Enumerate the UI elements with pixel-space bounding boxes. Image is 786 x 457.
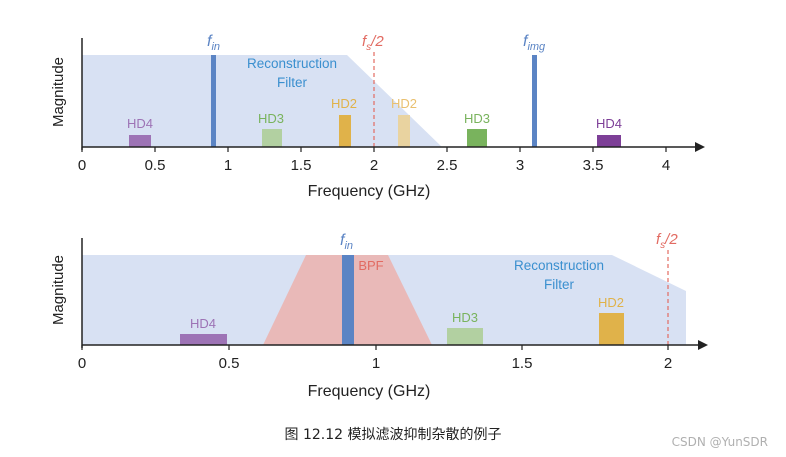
bottom-bpf-label: BPF bbox=[358, 258, 383, 273]
bottom-fin-label: fin bbox=[340, 232, 353, 252]
bottom-y-axis-label: Magnitude bbox=[50, 255, 67, 325]
top-filter-label-line1: Reconstruction bbox=[247, 56, 337, 71]
top-hd4-label-left: HD4 bbox=[127, 116, 153, 131]
top-hd3-label-right: HD3 bbox=[464, 111, 490, 126]
top-tick-label: 1 bbox=[224, 157, 232, 174]
bottom-x-ticks bbox=[81, 345, 669, 350]
top-hd2-label-left: HD2 bbox=[331, 96, 357, 111]
top-tick-label: 3.5 bbox=[583, 157, 604, 174]
top-tick-label: 2 bbox=[370, 157, 378, 174]
top-hd3-bar-right bbox=[467, 129, 487, 147]
bottom-tick-label: 2 bbox=[664, 355, 672, 372]
top-hd2-bar-right bbox=[398, 115, 410, 147]
top-hd4-bar-left bbox=[129, 135, 151, 147]
top-fimg-tone bbox=[532, 55, 537, 147]
top-filter-label-line2: Filter bbox=[277, 75, 308, 90]
bottom-filter-label-line2: Filter bbox=[544, 277, 575, 292]
top-x-axis-label: Frequency (GHz) bbox=[308, 183, 431, 200]
top-tick-label: 0 bbox=[78, 157, 86, 174]
bottom-tick-label: 0.5 bbox=[219, 355, 240, 372]
top-fin-label: fin bbox=[207, 33, 220, 53]
top-tick-label: 3 bbox=[516, 157, 524, 174]
top-reconstruction-filter-region bbox=[82, 55, 442, 147]
bottom-hd2-label: HD2 bbox=[598, 295, 624, 310]
bottom-tick-label: 0 bbox=[78, 355, 86, 372]
top-hd2-bar-left bbox=[339, 115, 351, 147]
bottom-filter-label: Reconstruction Filter bbox=[514, 258, 604, 292]
top-panel: 0 0.5 1 1.5 2 2.5 3 3.5 4 Frequency (GHz… bbox=[50, 33, 705, 200]
top-y-axis-label: Magnitude bbox=[50, 57, 67, 127]
top-hd2-label-right: HD2 bbox=[391, 96, 417, 111]
bottom-hd3-bar bbox=[447, 328, 483, 345]
bottom-fs-half-label: fs/2 bbox=[656, 231, 678, 251]
top-tick-labels: 0 0.5 1 1.5 2 2.5 3 3.5 4 bbox=[78, 157, 670, 174]
top-tick-label: 0.5 bbox=[145, 157, 166, 174]
top-tick-label: 1.5 bbox=[291, 157, 312, 174]
top-x-ticks bbox=[81, 147, 667, 152]
bottom-tick-label: 1 bbox=[372, 355, 380, 372]
bottom-hd2-bar bbox=[599, 313, 624, 345]
top-tick-label: 4 bbox=[662, 157, 670, 174]
bottom-filter-label-line1: Reconstruction bbox=[514, 258, 604, 273]
top-x-axis-arrow bbox=[695, 142, 705, 152]
bottom-tick-labels: 0 0.5 1 1.5 2 bbox=[78, 355, 672, 372]
top-filter-label: Reconstruction Filter bbox=[247, 56, 337, 90]
top-hd4-label-right: HD4 bbox=[596, 116, 622, 131]
top-harmonic-labels: HD4 HD3 HD2 HD2 HD3 HD4 bbox=[127, 96, 622, 131]
watermark: CSDN @YunSDR bbox=[671, 435, 768, 449]
bottom-panel: 0 0.5 1 1.5 2 Frequency (GHz) Magnitude … bbox=[50, 231, 708, 400]
top-fs-half-label: fs/2 bbox=[362, 33, 384, 53]
top-hd3-bar-left bbox=[262, 129, 282, 147]
top-hd4-bar-right bbox=[597, 135, 621, 147]
bottom-hd4-label: HD4 bbox=[190, 316, 216, 331]
top-tick-label: 2.5 bbox=[437, 157, 458, 174]
bottom-hd3-label: HD3 bbox=[452, 310, 478, 325]
bottom-harmonic-labels: HD4 HD3 HD2 bbox=[190, 295, 624, 331]
bottom-x-axis-arrow bbox=[698, 340, 708, 350]
figure-caption: 图 12.12 模拟滤波抑制杂散的例子 bbox=[284, 427, 502, 443]
bottom-fin-tone bbox=[342, 255, 354, 345]
top-fimg-label: fimg bbox=[523, 33, 546, 53]
bottom-x-axis-label: Frequency (GHz) bbox=[308, 383, 431, 400]
top-fin-tone bbox=[211, 55, 216, 147]
bottom-hd4-bar bbox=[180, 334, 227, 345]
bottom-tick-label: 1.5 bbox=[512, 355, 533, 372]
top-hd3-label-left: HD3 bbox=[258, 111, 284, 126]
